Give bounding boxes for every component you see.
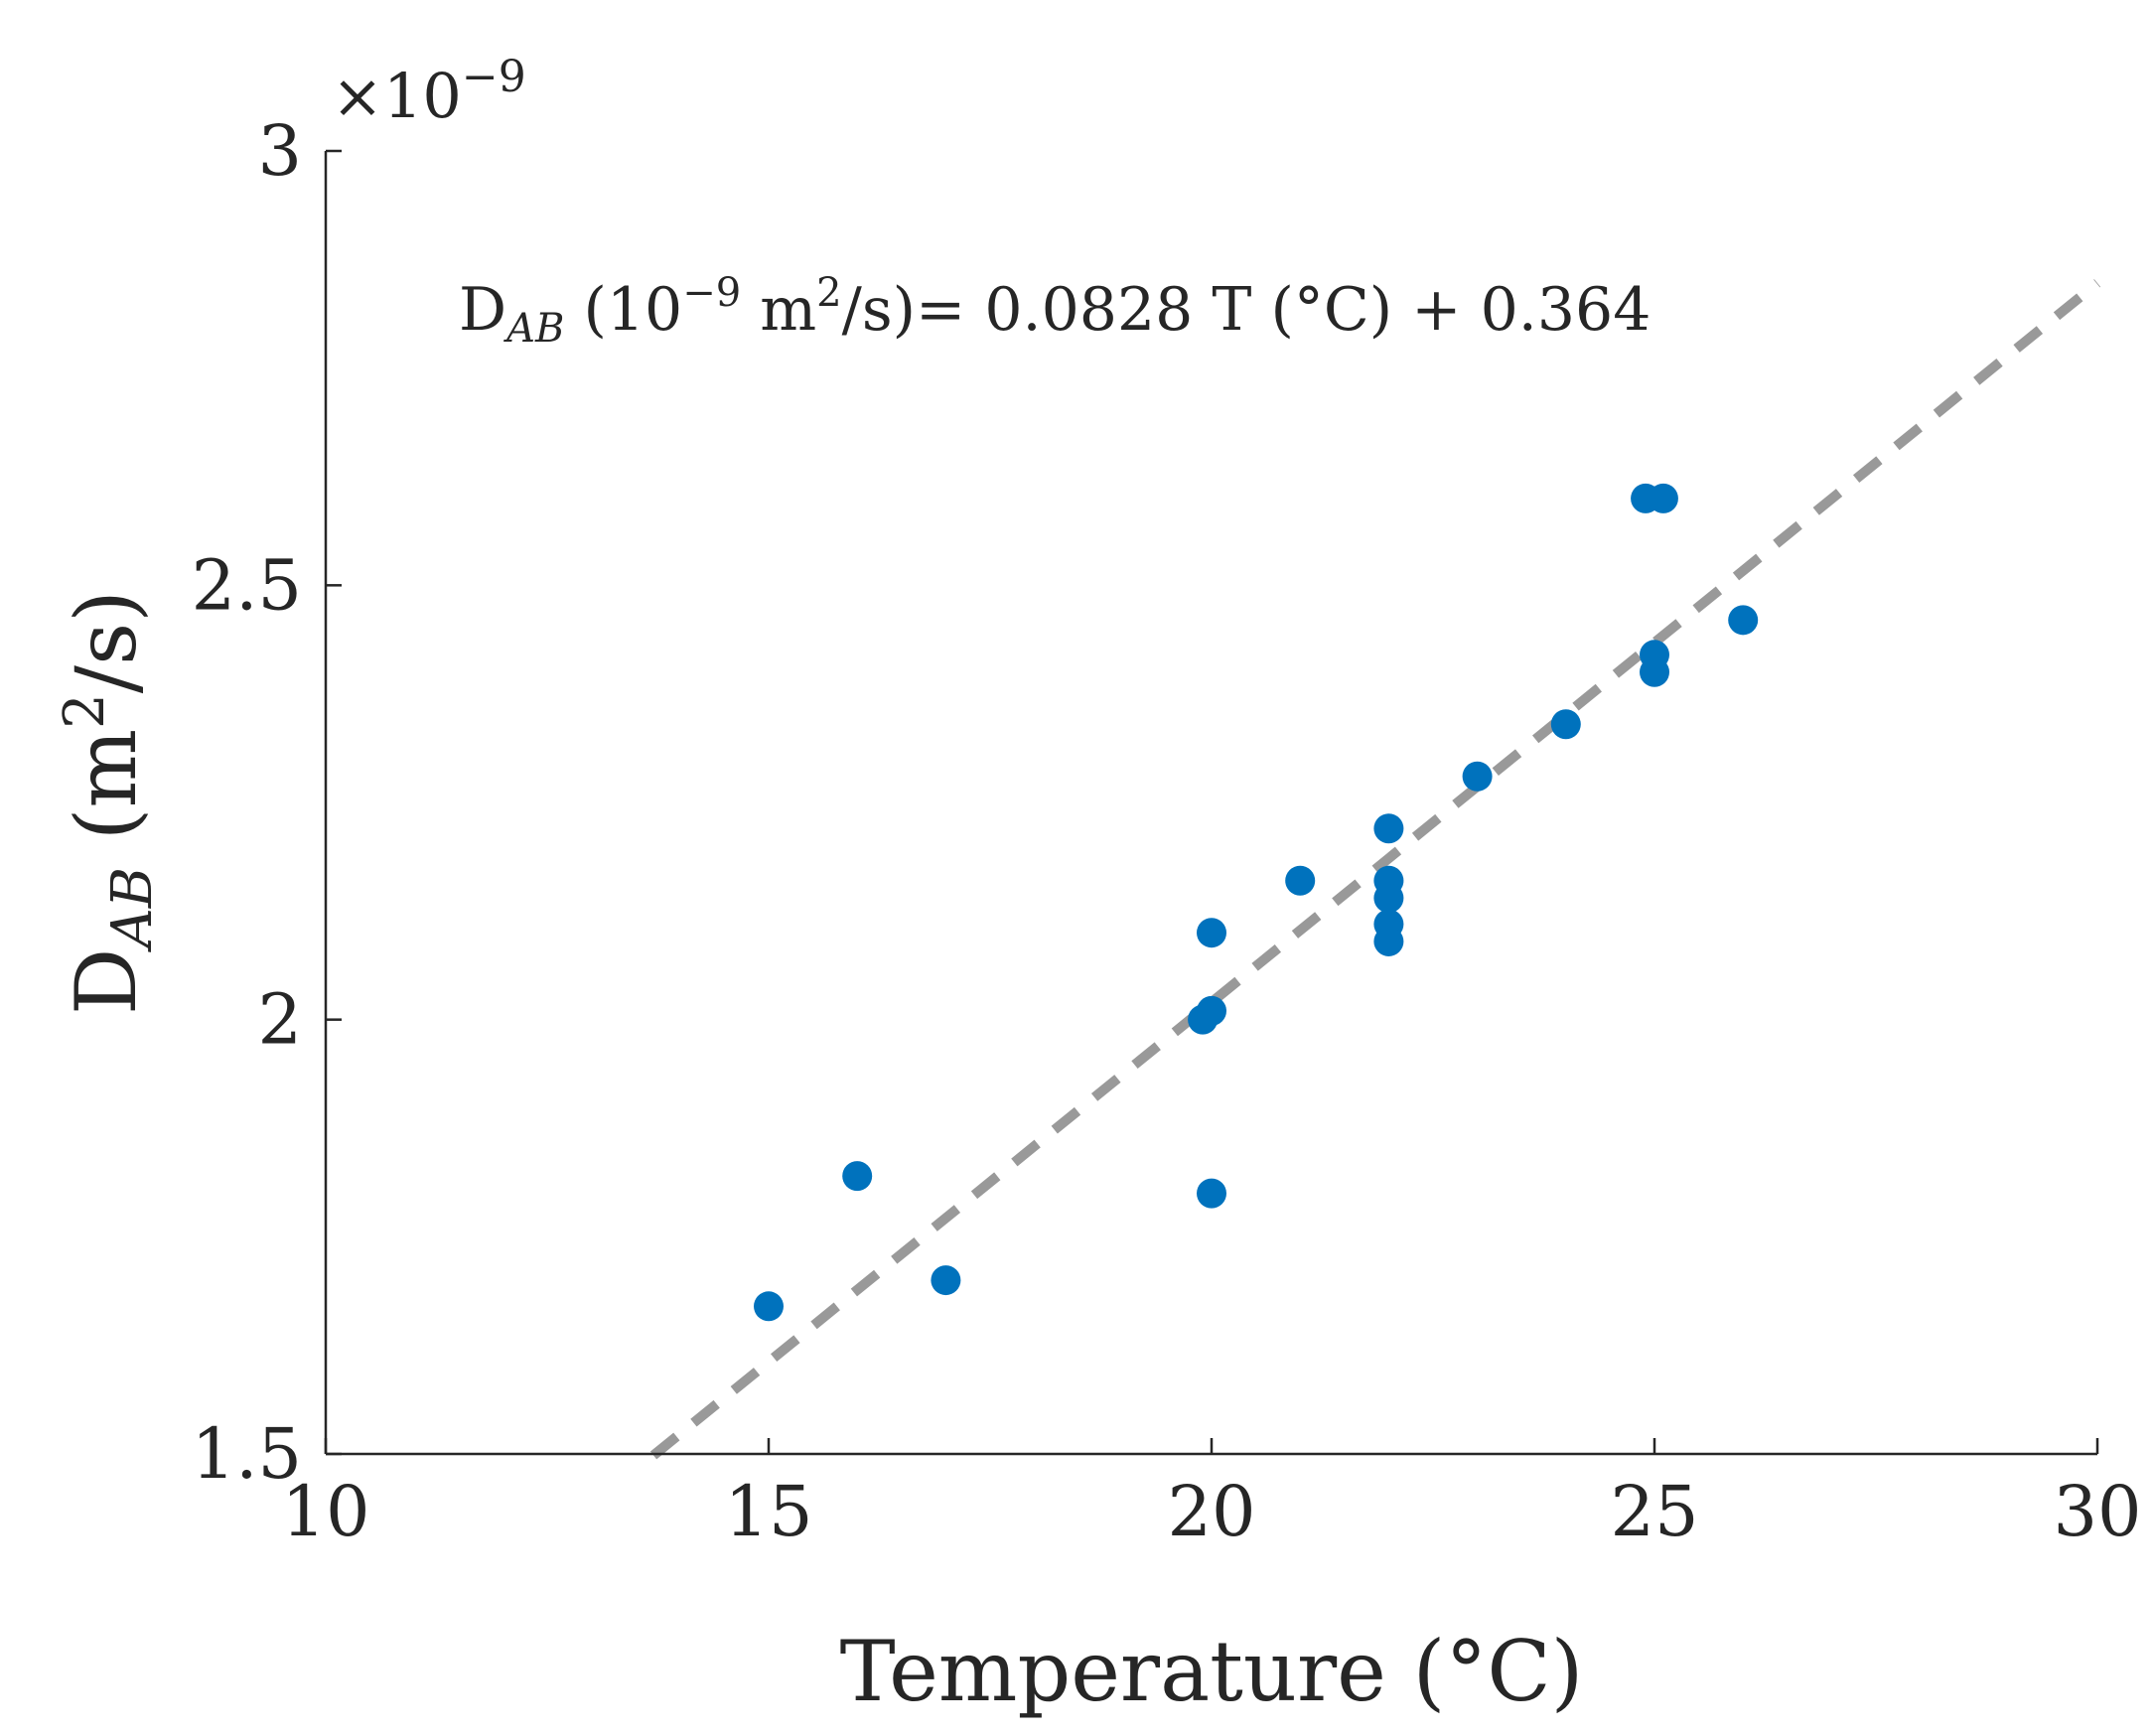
x-tick-label: 25 <box>1610 1471 1698 1552</box>
data-point <box>1373 926 1404 956</box>
fit-line-layer <box>649 279 2101 1460</box>
data-point <box>1197 1178 1226 1209</box>
ticks-layer: 10 15 20 25 30 1.5 2 2.5 3 <box>192 110 2142 1552</box>
y-tick-label: 2 <box>257 979 302 1061</box>
points-layer <box>754 483 1759 1322</box>
data-point <box>1373 813 1404 844</box>
data-point <box>931 1265 961 1296</box>
fit-line <box>649 279 2101 1460</box>
y-scale-factor: ×10−9 <box>332 52 526 132</box>
data-point <box>1197 918 1226 948</box>
y-tick-label: 1.5 <box>192 1413 302 1495</box>
y-tick-label: 3 <box>257 110 302 192</box>
x-axis-label: Temperature (°C) <box>840 1623 1584 1720</box>
data-point <box>1462 761 1493 792</box>
data-point <box>1285 865 1316 896</box>
data-point <box>1728 605 1759 636</box>
data-point <box>1550 709 1581 740</box>
fit-equation-annotation: DAB (10−9 m2/s)= 0.0828 T (°C) + 0.364 <box>459 270 1651 352</box>
x-tick-label: 20 <box>1167 1471 1255 1552</box>
x-tick-label: 30 <box>2053 1471 2141 1552</box>
data-point <box>1197 995 1226 1026</box>
data-point <box>1373 883 1404 914</box>
x-tick-label: 10 <box>281 1471 369 1552</box>
data-point <box>842 1161 873 1192</box>
y-axis-label: DAB (m2/s) <box>53 590 165 1015</box>
data-point <box>1640 656 1669 687</box>
data-point <box>1648 483 1678 513</box>
y-tick-label: 2.5 <box>192 544 302 626</box>
x-tick-label: 15 <box>724 1471 812 1552</box>
data-point <box>754 1291 784 1322</box>
